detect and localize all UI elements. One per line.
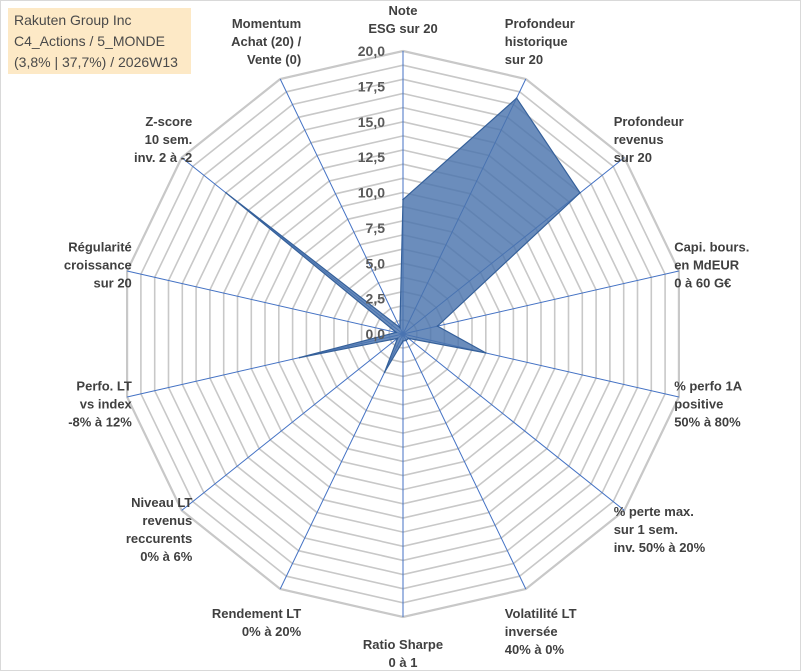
axis-label-line: Achat (20) / [231,34,301,49]
axis-label-line: % perfo 1A [674,379,743,394]
period-label: (3,8% | 37,7%) / 2026W13 [14,54,178,70]
axis-label-line: sur 20 [614,150,652,165]
axis-label-line: Profondeur [505,16,575,31]
axis-label-line: reccurents [126,531,192,546]
axis-label-line: 40% à 0% [505,642,565,657]
axis-label-line: Vente (0) [247,52,301,67]
axis-label-line: Volatilité LT [505,606,577,621]
axis-label-line: vs index [80,397,133,412]
radar-spoke [402,270,680,335]
axis-label: % perte max. sur 1 sem. inv. 50% à 20% [614,504,706,555]
radar-axis-labels: Note ESG sur 20 Profondeur historique sur 20… [64,3,749,670]
series-point [396,337,399,340]
axis-label-line: 0 à 1 [389,655,418,670]
axis-label-line: Perfo. LT [76,379,131,394]
radar-spoke [126,270,404,335]
axis-label-line: % perte max. [614,504,694,519]
axis-label: % perfo 1A positive 50% à 80% [674,379,743,430]
series-point [405,339,407,342]
axis-label-line: Z-score [145,114,192,129]
axis-label-line: sur 20 [93,275,131,290]
axis-label-line: 0% à 6% [140,549,192,564]
axis-label-line: Capi. bours. [674,239,749,254]
radar-spoke [402,333,527,590]
radar-series [225,97,581,374]
axis-label: Perfo. LT vs index -8% à 12% [68,379,132,430]
series-point [402,340,404,342]
radar-tick-labels: 0,0 2,5 5,0 7,5 10,0 12,5 15,0 17,5 20,0 [358,43,385,342]
tick-label: 0,0 [366,326,386,342]
axis-label: Note ESG sur 20 [368,3,437,36]
axis-label-line: Note [389,3,418,18]
radar-spoke [279,333,404,590]
radar-spoke [402,333,625,511]
axis-label: Profondeur revenus sur 20 [614,114,684,165]
tick-label: 15,0 [358,114,385,130]
axis-label: Rendement LT 0% à 20% [212,606,302,639]
axis-label: Niveau LT revenus reccurents 0% à 6% [126,495,193,564]
axis-label-line: historique [505,34,568,49]
axis-label-line: revenus [614,132,664,147]
series-point [298,356,301,359]
axis-label-line: 0% à 20% [242,624,302,639]
axis-label-line: 50% à 80% [674,415,741,430]
series-point [383,371,386,374]
axis-label: Volatilité LT inversée 40% à 0% [505,606,577,657]
axis-label-line: sur 1 sem. [614,522,678,537]
axis-label-line: en MdEUR [674,257,740,272]
axis-label-line: 10 sem. [145,132,193,147]
tick-label: 7,5 [366,220,386,236]
axis-label-line: -8% à 12% [68,415,132,430]
company-name: Rakuten Group Inc [14,12,132,28]
series-point [407,337,410,340]
tick-label: 12,5 [358,149,385,165]
axis-label: Ratio Sharpe 0 à 1 [363,637,443,670]
series-point [515,97,518,99]
axis-label: Z-score 10 sem. inv. 2 à -2 [134,114,192,165]
tick-label: 2,5 [366,291,386,307]
axis-label-line: Ratio Sharpe [363,637,443,652]
axis-label-line: Momentum [232,16,301,31]
axis-label-line: inversée [505,624,558,639]
info-box: Rakuten Group Inc C4_Actions / 5_MONDE (… [8,8,191,74]
series-point [225,192,227,194]
tick-label: 20,0 [358,43,385,59]
axis-label: Profondeur historique sur 20 [505,16,575,67]
axis-label-line: Rendement LT [212,606,301,621]
radar-spoke [279,78,404,335]
axis-label: Capi. bours. en MdEUR 0 à 60 G€ [674,239,749,290]
axis-label-line: revenus [142,513,192,528]
series-point [436,325,439,327]
axis-label-line: Niveau LT [131,495,192,510]
series-point [485,352,487,354]
axis-label-line: inv. 2 à -2 [134,150,192,165]
axis-label-line: Régularité [68,239,132,254]
axis-label-line: inv. 50% à 20% [614,540,706,555]
radar-spoke [181,333,404,511]
tick-label: 5,0 [366,255,386,271]
axis-label-line: sur 20 [505,52,543,67]
axis-label-line: 0 à 60 G€ [674,275,731,290]
series-point [399,326,401,329]
series-point [579,192,581,194]
axis-label-line: Profondeur [614,114,684,129]
axis-label-line: positive [674,397,723,412]
series-point [395,331,397,334]
tick-label: 17,5 [358,78,385,94]
tick-label: 10,0 [358,185,385,201]
series-point [402,198,404,201]
axis-label: Momentum Achat (20) / Vente (0) [231,16,301,67]
axis-label: Régularité croissance sur 20 [64,239,132,290]
category-label: C4_Actions / 5_MONDE [14,33,165,49]
axis-label-line: croissance [64,257,132,272]
axis-label-line: ESG sur 20 [368,21,437,36]
